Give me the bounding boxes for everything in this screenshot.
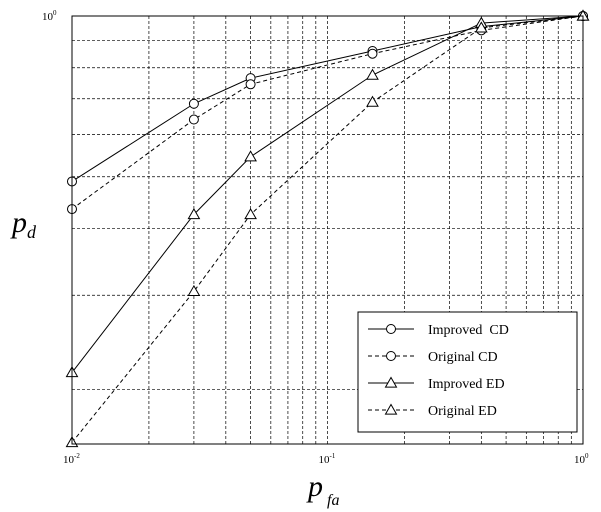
x-tick-exponent: 0	[585, 452, 589, 460]
legend-circle-marker	[386, 351, 396, 361]
x-tick-exponent: -1	[330, 452, 336, 460]
data-point	[187, 284, 201, 297]
series-2	[67, 11, 588, 215]
x-axis-label-sub: fa	[327, 492, 339, 509]
y-axis-label-sub: d	[27, 222, 37, 242]
x-tick-label: 100	[574, 452, 589, 466]
legend-circle-marker	[386, 324, 396, 334]
series-line	[71, 15, 584, 210]
legend-item: Improved ED	[368, 376, 505, 392]
data-point	[245, 79, 256, 90]
legend-label: Original CD	[428, 350, 498, 365]
x-tick-label: 10-1	[319, 452, 336, 466]
y-tick-base: 10	[42, 11, 54, 23]
data-point	[367, 48, 378, 59]
legend-label: Original ED	[428, 404, 497, 419]
data-point	[188, 114, 199, 125]
data-point	[366, 95, 379, 107]
data-point	[188, 98, 199, 109]
legend-item: Improved CD	[368, 323, 509, 338]
y-tick-label: 100	[42, 9, 57, 23]
series-line	[71, 15, 584, 182]
data-point	[474, 21, 488, 33]
data-point	[187, 207, 201, 220]
y-tick-exponent: 0	[53, 9, 57, 17]
x-tick-base: 10	[63, 454, 75, 466]
legend-triangle-marker	[384, 376, 398, 388]
x-tick-label: 10-2	[63, 452, 80, 466]
series-line	[71, 15, 584, 373]
y-axis-label-main: p	[10, 206, 27, 239]
legend-item: Original ED	[368, 403, 497, 419]
plot-frame	[71, 15, 584, 445]
x-tick-base: 10	[319, 454, 331, 466]
legend: Improved CD Original CD Improved ED Origina…	[357, 311, 578, 433]
legend-label: Improved CD	[428, 323, 509, 338]
legend-label: Improved ED	[428, 377, 505, 392]
x-axis-label: p fa	[306, 470, 339, 509]
legend-item: Original CD	[368, 350, 498, 365]
legend-triangle-marker	[384, 403, 398, 415]
x-axis-label-main: p	[306, 470, 323, 503]
x-tick-base: 10	[574, 454, 586, 466]
data-point	[366, 68, 379, 80]
data-point	[244, 207, 257, 220]
data-point	[244, 150, 257, 162]
x-tick-exponent: -2	[74, 452, 80, 460]
y-axis-label: pd	[10, 206, 37, 242]
series-line	[71, 15, 584, 443]
